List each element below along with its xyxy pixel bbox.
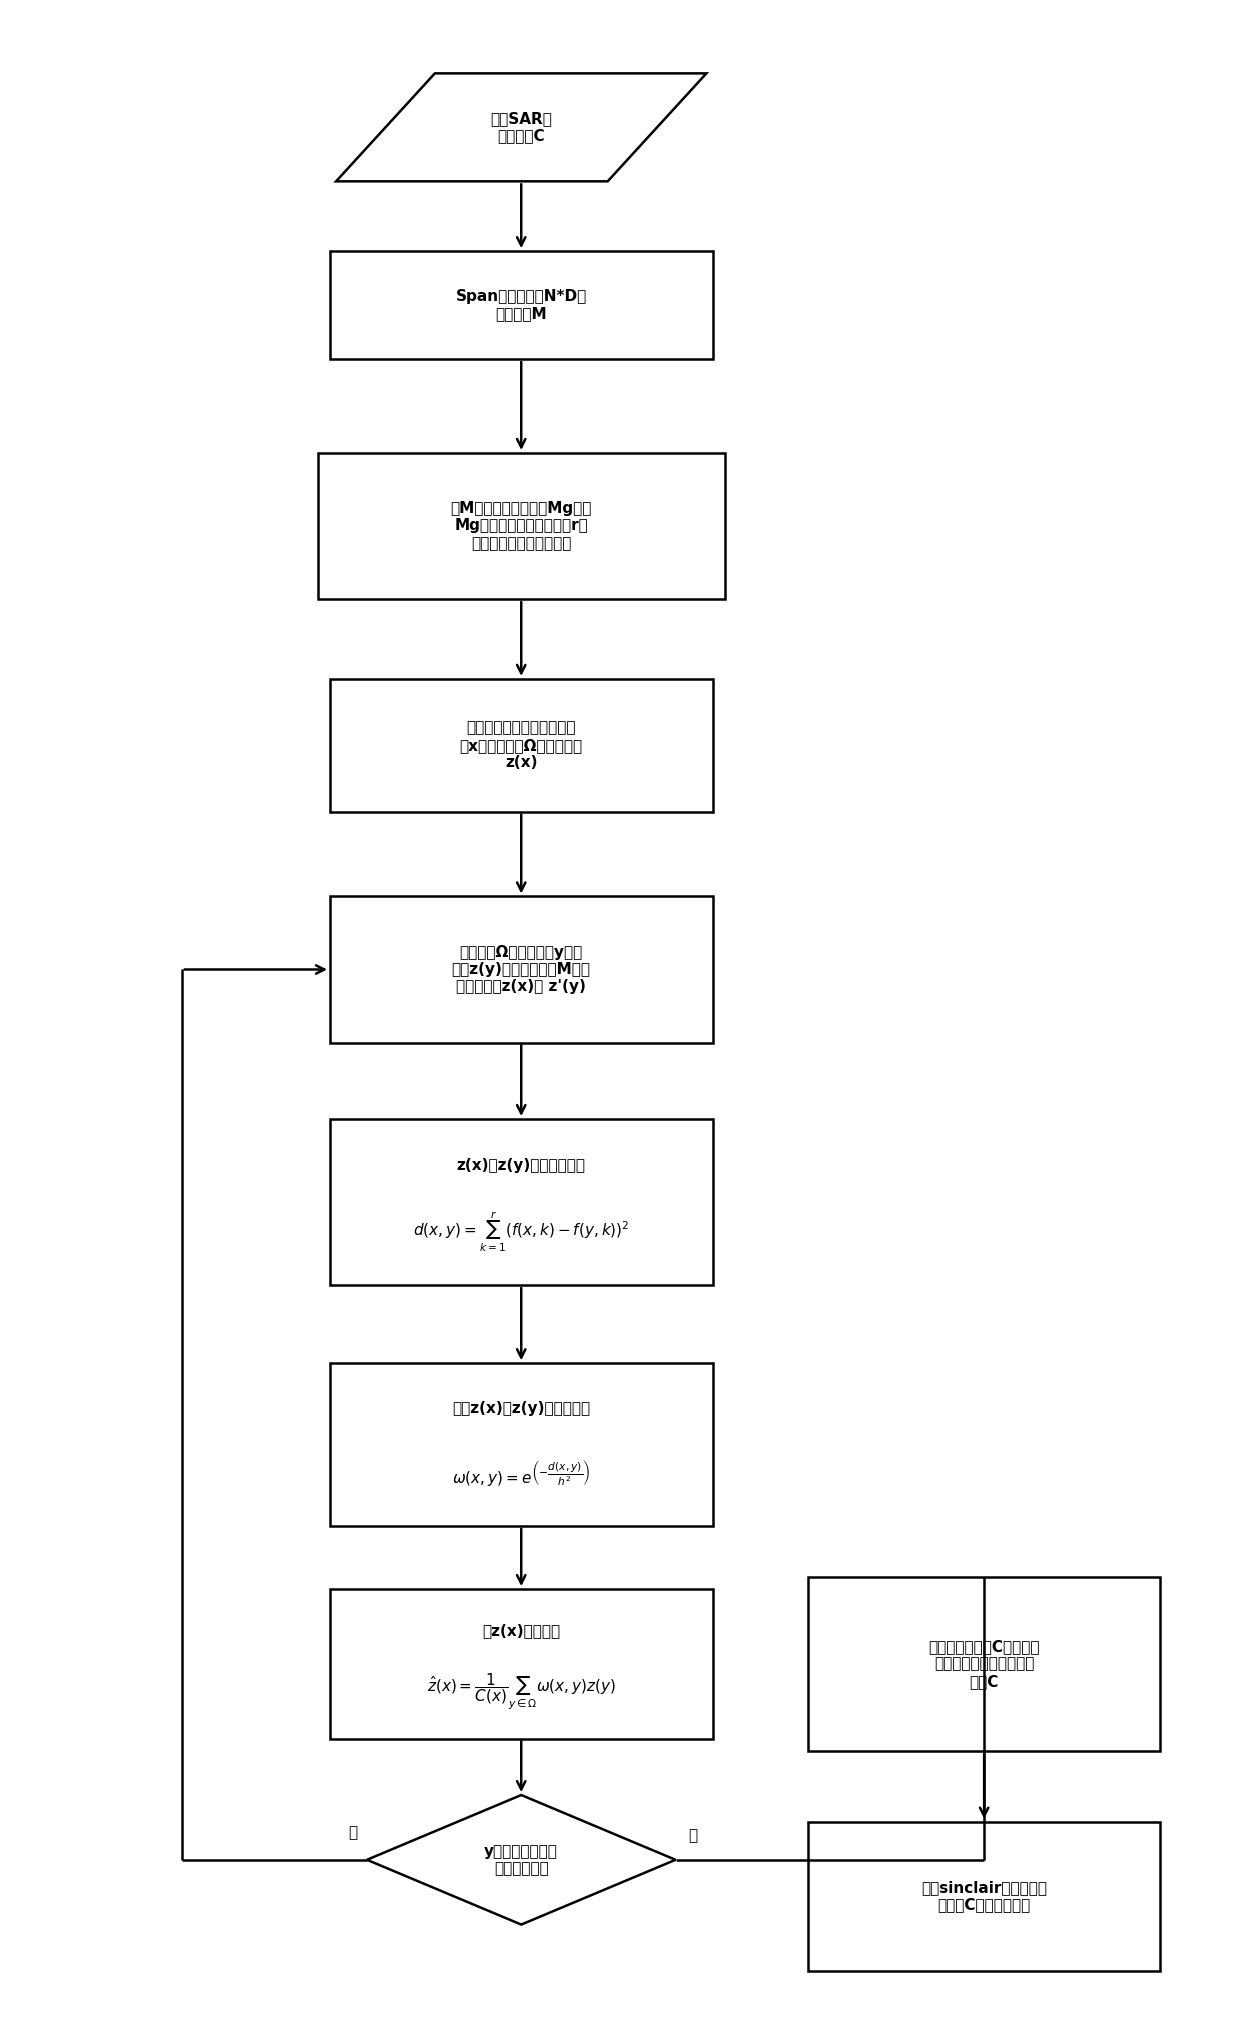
FancyBboxPatch shape (317, 453, 725, 599)
FancyBboxPatch shape (808, 1821, 1161, 1971)
FancyBboxPatch shape (330, 896, 713, 1042)
Text: 否: 否 (348, 1825, 357, 1839)
Text: 对M矩阵做对数变化的Mg，将
Mg进行奇异值分解，取前r个
左奇异列向量作为向量基: 对M矩阵做对数变化的Mg，将 Mg进行奇异值分解，取前r个 左奇异列向量作为向量… (450, 502, 591, 551)
Text: 取协方差矩阵元素的一个元
素x确定搜索窗Ω和待估计块
z(x): 取协方差矩阵元素的一个元 素x确定搜索窗Ω和待估计块 z(x) (460, 721, 583, 770)
Text: 在搜索窗Ω内取一像素y得相
似块z(y)，在特征矩阵M中取
对应位置的z(x)和 z'(y): 在搜索窗Ω内取一像素y得相 似块z(y)，在特征矩阵M中取 对应位置的z(x)和… (451, 945, 590, 994)
FancyBboxPatch shape (808, 1577, 1161, 1752)
Text: 对于协方差矩阵C的所有滤
波，得到滤波后的协方差
矩阵C: 对于协方差矩阵C的所有滤 波，得到滤波后的协方差 矩阵C (929, 1640, 1040, 1689)
Polygon shape (336, 73, 707, 181)
Text: $d(x,y)=\sum_{k=1}^{r}(f(x,k)-f(y,k))^2$: $d(x,y)=\sum_{k=1}^{r}(f(x,k)-f(y,k))^2$ (413, 1209, 630, 1254)
Polygon shape (367, 1794, 676, 1924)
Text: 极化SAR协
方差矩阵C: 极化SAR协 方差矩阵C (490, 112, 552, 144)
FancyBboxPatch shape (330, 1363, 713, 1526)
Text: 使用sinclair向量发将滤
波后的C矩生成伪彩图: 使用sinclair向量发将滤 波后的C矩生成伪彩图 (921, 1880, 1047, 1912)
FancyBboxPatch shape (330, 252, 713, 360)
Text: 对z(x)加权滤波: 对z(x)加权滤波 (482, 1624, 560, 1638)
FancyBboxPatch shape (330, 679, 713, 811)
Text: y是否是搜索窗的
最后一个元素: y是否是搜索窗的 最后一个元素 (485, 1843, 558, 1876)
Text: $\omega(x,y)=e^{\left(-\dfrac{d(x,y)}{h^2}\right)}$: $\omega(x,y)=e^{\left(-\dfrac{d(x,y)}{h^… (453, 1459, 590, 1489)
Text: z(x)和z(y)的相似度距离: z(x)和z(y)的相似度距离 (456, 1158, 585, 1172)
FancyBboxPatch shape (330, 1120, 713, 1284)
FancyBboxPatch shape (330, 1589, 713, 1739)
Text: 是: 是 (688, 1829, 697, 1843)
Text: $\hat{z}(x)=\dfrac{1}{C(x)}\sum_{y\in\Omega}\omega(x,y)z(y)$: $\hat{z}(x)=\dfrac{1}{C(x)}\sum_{y\in\Om… (427, 1670, 616, 1711)
Text: 计算z(x)和z(y)的滤波权重: 计算z(x)和z(y)的滤波权重 (453, 1402, 590, 1416)
Text: Span数据扩展成N*D的
特征矩阵M: Span数据扩展成N*D的 特征矩阵M (455, 289, 587, 321)
